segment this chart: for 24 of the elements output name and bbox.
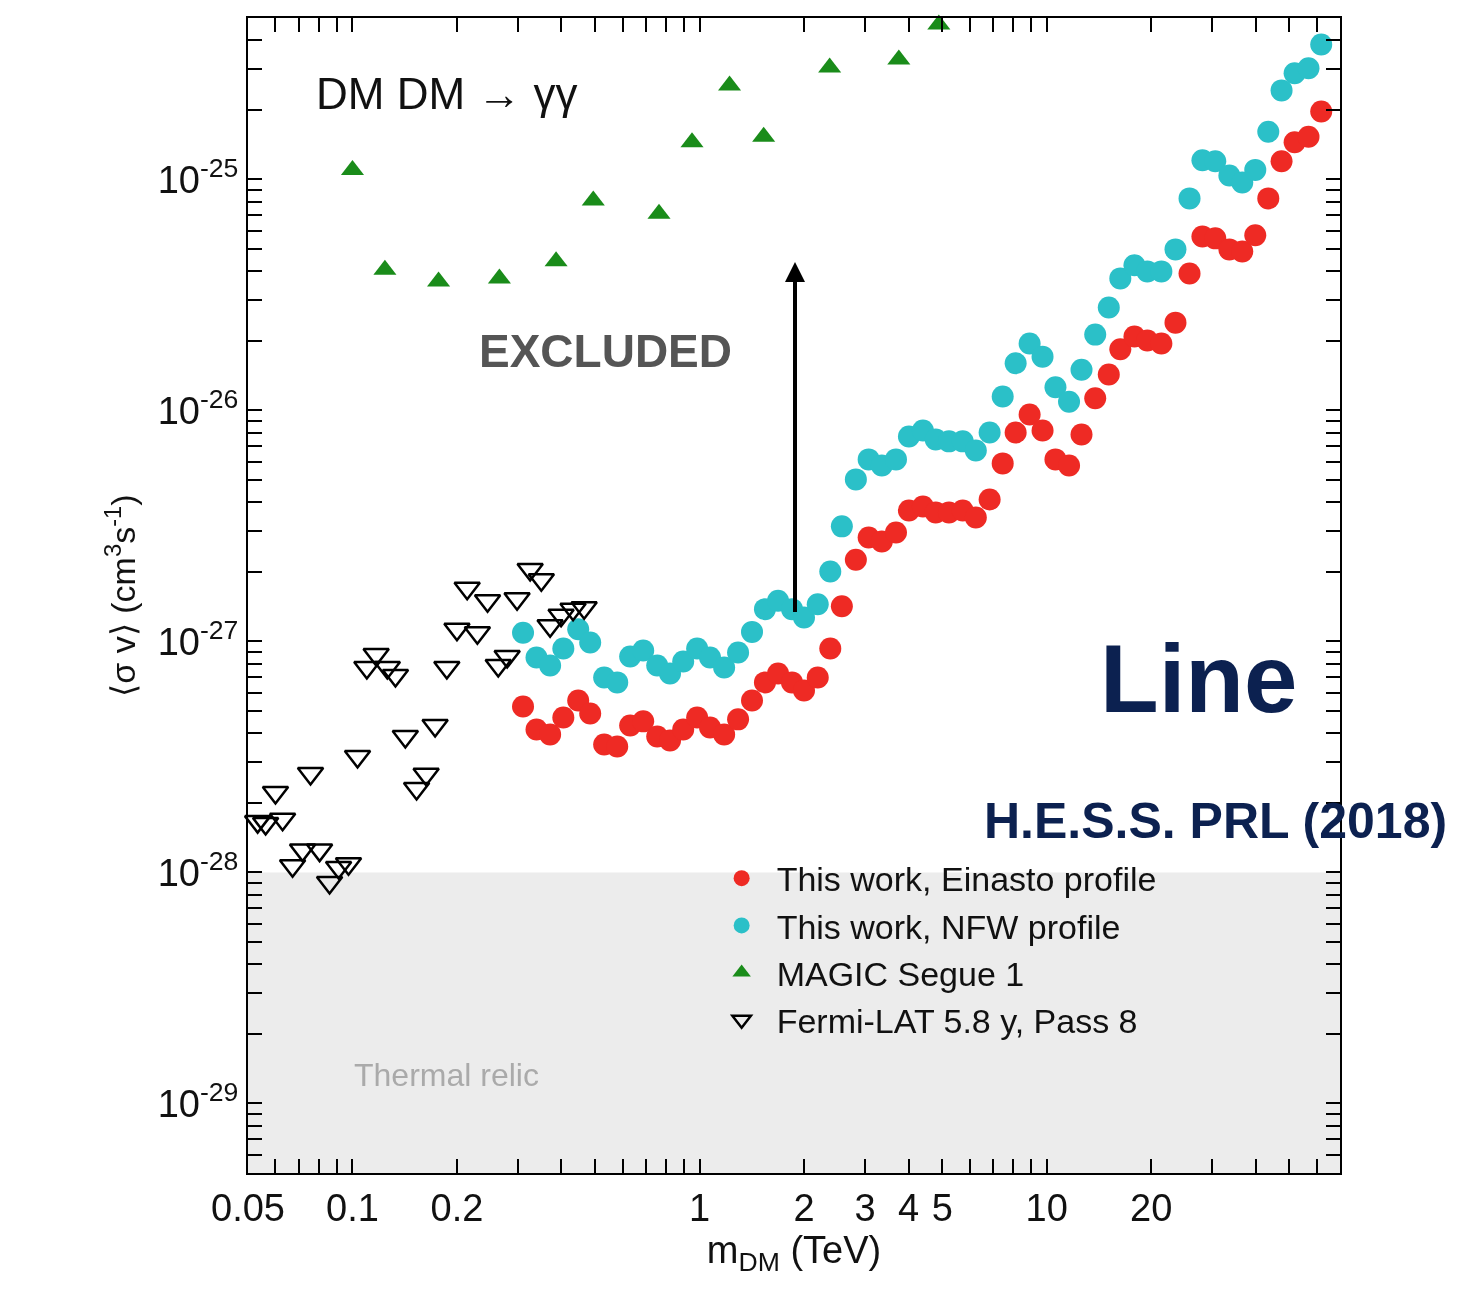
x-tick-label: 3: [854, 1186, 876, 1229]
y-tick-label: 10$^{-26}$: [157, 383, 239, 432]
legend-label: MAGIC Segue 1: [776, 954, 1025, 993]
x-tick-label: 10: [1025, 1186, 1068, 1229]
x-tick-label: 20: [1130, 1186, 1173, 1229]
legend-label: This work, Einasto profile: [776, 860, 1157, 899]
x-tick-label: 1: [689, 1186, 711, 1229]
y-tick-label: 10$^{-27}$: [157, 614, 239, 663]
annotation: EXCLUDED: [479, 325, 733, 377]
x-tick-label: 0.05: [211, 1186, 285, 1229]
x-tick-label: 4: [897, 1186, 920, 1229]
x-tick-label: 5: [931, 1186, 953, 1229]
y-tick-label: 10$^{-25}$: [157, 152, 239, 201]
x-tick-label: 2: [793, 1186, 815, 1229]
annotation: DM DM → γγ: [316, 69, 578, 118]
x-tick-label: 0.2: [430, 1186, 484, 1229]
x-axis-title: m$_{DM}$ (TeV): [706, 1228, 882, 1277]
band-label: Thermal relic: [354, 1057, 539, 1093]
x-tick-label: 0.1: [326, 1186, 379, 1229]
legend-label: This work, NFW profile: [776, 907, 1121, 946]
y-tick-label: 10$^{-28}$: [157, 845, 239, 894]
legend-label: Fermi-LAT 5.8 y, Pass 8: [776, 1002, 1138, 1041]
annotation: Line: [1100, 625, 1298, 732]
y-tick-label: 10$^{-29}$: [157, 1076, 239, 1125]
